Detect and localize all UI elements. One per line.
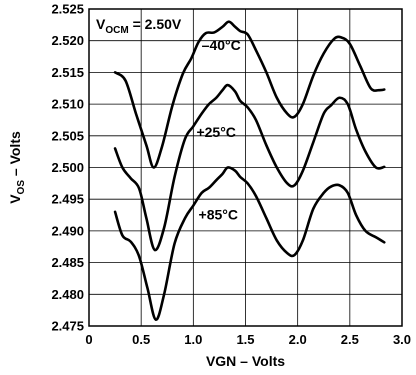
- y-tick-label: 2.475: [51, 319, 84, 334]
- series-group: [113, 20, 386, 321]
- annotation-rest: = 2.50V: [129, 16, 182, 32]
- grid: [89, 9, 402, 326]
- annotation-prefix: V: [96, 16, 106, 32]
- y-tick-label: 2.525: [51, 2, 84, 17]
- series-line: [113, 166, 386, 321]
- series-label: –40°C: [202, 37, 241, 53]
- series-label: +85°C: [199, 206, 238, 222]
- x-tick-label: 2.5: [341, 332, 359, 347]
- y-tick-label: 2.510: [51, 97, 84, 112]
- y-tick-label: 2.485: [51, 255, 84, 270]
- plot-frame: [88, 8, 403, 327]
- series-line: [113, 83, 386, 252]
- y-tick-label: 2.505: [51, 128, 84, 143]
- x-tick-label: 2.0: [289, 332, 307, 347]
- series-line: [113, 20, 386, 169]
- y-axis-title: VOS – Volts: [7, 131, 27, 204]
- annotation-sub: OCM: [105, 25, 128, 36]
- y-tick-label: 2.520: [51, 33, 84, 48]
- tick-labels: 0 0.5 1.0 1.5 2.0 2.5 3.0 2.475 2.480 2.485 2.490 2…: [51, 2, 411, 348]
- y-axis-title-main: V: [7, 194, 23, 204]
- x-tick-label: 1.5: [236, 332, 254, 347]
- x-tick-label: 1.0: [184, 332, 202, 347]
- series-label: +25°C: [196, 124, 235, 140]
- x-tick-label: 0: [85, 332, 92, 347]
- vocm-annotation: VOCM = 2.50V: [96, 16, 182, 36]
- series-labels: –40°C +25°C +85°C: [196, 37, 240, 222]
- y-tick-label: 2.515: [51, 65, 84, 80]
- x-tick-label: 3.0: [393, 332, 411, 347]
- y-tick-label: 2.495: [51, 192, 84, 207]
- y-tick-label: 2.490: [51, 223, 84, 238]
- y-axis-title-sub: OS: [16, 180, 27, 195]
- y-tick-label: 2.480: [51, 287, 84, 302]
- y-axis-title-rest: – Volts: [7, 131, 23, 180]
- x-axis-title: VGN – Volts: [206, 353, 285, 369]
- y-tick-label: 2.500: [51, 160, 84, 175]
- x-tick-label: 0.5: [132, 332, 150, 347]
